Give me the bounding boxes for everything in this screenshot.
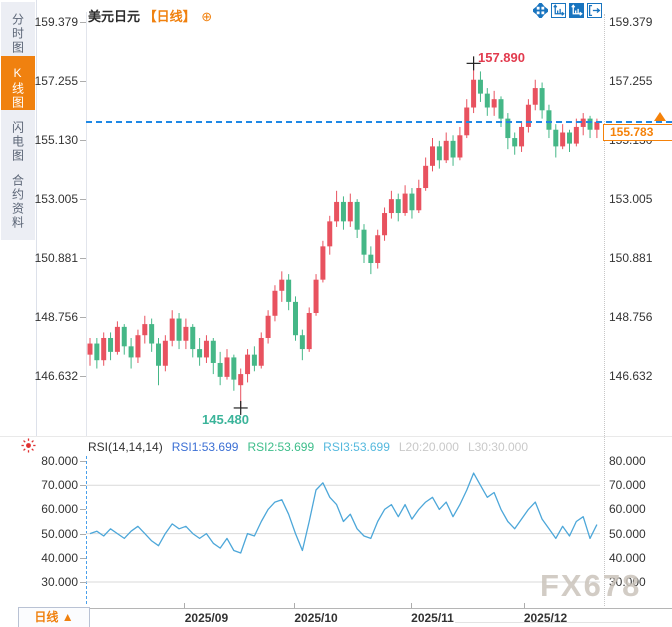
rsi-axis-label-left: 60.000: [41, 502, 78, 517]
rsi-axis-tick: [80, 485, 86, 487]
rsi-axis-tick: [80, 509, 86, 511]
rsi-axis-label-right: 40.000: [609, 550, 646, 565]
price-axis-tick: [80, 375, 86, 377]
rsi-axis-label-left: 50.000: [41, 526, 78, 541]
x-axis-tick: [410, 603, 412, 608]
rsi-plot-left-border: [86, 456, 87, 604]
price-axis-tick: [80, 257, 86, 259]
candlestick-chart: [87, 56, 600, 415]
rsi-axis-label-right: 60.000: [609, 502, 646, 517]
price-axis-tick: [80, 316, 86, 318]
x-axis-tick: [294, 603, 296, 608]
x-axis-label: 2025/10: [294, 611, 338, 625]
price-axis-label-left: 148.756: [34, 309, 78, 324]
sidebar-item-label: 闪电图: [10, 121, 25, 163]
x-axis-label: 2025/09: [184, 611, 229, 625]
axis-scale-active-icon[interactable]: [569, 3, 584, 18]
price-axis-tick: [80, 22, 86, 23]
rsi-header-segment: RSI(14,14,14): [88, 440, 163, 454]
last-price-dashed-line: [86, 121, 672, 123]
exit-fullscreen-icon[interactable]: [587, 3, 602, 18]
rsi-axis-tick: [80, 557, 86, 559]
x-axis-line: [72, 608, 672, 609]
right-axis-dotted-line: [604, 14, 605, 606]
sidebar-item-label: 合约资料: [10, 174, 25, 230]
x-axis-label: 2025/11: [411, 611, 454, 625]
pan-crosshair-icon[interactable]: [533, 3, 548, 18]
period-tag: 【日线】: [143, 9, 196, 24]
price-axis-label-left: 157.255: [34, 73, 78, 88]
watermark-logo: FX678: [540, 568, 642, 603]
price-axis-label-right: 146.632: [609, 368, 653, 383]
rsi-header-segment: RSI2:53.699: [247, 440, 315, 454]
main-plot-left-border: [86, 12, 87, 436]
symbol-name: 美元日元: [88, 9, 141, 24]
rsi-axis-label-right: 80.000: [609, 454, 646, 468]
low-annotation: 145.480: [202, 412, 249, 427]
chart-title: 美元日元 【日线】 ⊕: [88, 6, 212, 25]
add-indicator-icon[interactable]: ⊕: [201, 9, 213, 24]
last-price-box: 155.783: [603, 124, 672, 141]
sidebar-item-contract-info[interactable]: 合约资料: [1, 164, 35, 240]
bottom-scroll-line: [455, 622, 640, 623]
price-axis-label-left: 159.379: [34, 15, 78, 29]
rsi-axis-label-left: 30.000: [41, 575, 78, 589]
rsi-header-segment: L30:30.000: [467, 440, 528, 454]
rsi-axis-tick: [80, 582, 86, 583]
sidebar-item-label: K线图: [10, 66, 25, 110]
price-axis-label-right: 148.756: [609, 309, 653, 324]
high-annotation: 157.890: [478, 50, 525, 65]
rsi-settings-icon[interactable]: [21, 438, 36, 453]
x-axis-tick: [184, 603, 186, 608]
price-axis-label-left: 155.130: [34, 133, 78, 147]
rsi-axis-label-right: 70.000: [609, 478, 646, 493]
price-axis-label-left: 146.632: [34, 368, 78, 383]
price-axis-label-left: 150.881: [34, 250, 78, 265]
rsi-axis-label-right: 50.000: [609, 526, 646, 541]
sidebar-item-lightning-chart[interactable]: 闪电图: [1, 110, 35, 174]
price-axis-tick: [80, 80, 86, 82]
sidebar-item-candle-chart[interactable]: K线图: [1, 56, 35, 120]
sidebar-divider: [36, 0, 37, 437]
price-axis-label-right: 157.255: [609, 73, 653, 88]
price-axis-label-right: 150.881: [609, 250, 653, 265]
rsi-axis-tick: [80, 533, 86, 535]
price-axis-tick: [80, 199, 86, 200]
sidebar-item-time-chart[interactable]: 分时图: [1, 2, 35, 66]
rsi-axis-label-left: 40.000: [41, 550, 78, 565]
rsi-header-segment: L20:20.000: [398, 440, 459, 454]
price-axis-label-right: 159.379: [609, 15, 653, 29]
x-axis-tick: [523, 603, 525, 608]
price-axis-label-left: 153.005: [34, 192, 78, 206]
rsi-header-segment: RSI3:53.699: [323, 440, 390, 454]
rsi-axis-label-left: 80.000: [41, 454, 78, 468]
rsi-indicator-header: RSI(14,14,14) RSI1:53.699 RSI2:53.699 RSI3:…: [88, 440, 537, 454]
panel-separator: [0, 436, 672, 437]
axis-scale-icon[interactable]: [551, 3, 566, 18]
rsi-axis-tick: [80, 461, 86, 462]
rsi-axis-label-right: 30.000: [609, 575, 646, 589]
rsi-axis-label-left: 70.000: [41, 478, 78, 493]
rsi-header-segment: RSI1:53.699: [171, 440, 239, 454]
price-up-arrow-icon: [654, 112, 666, 121]
price-axis-tick: [80, 140, 86, 141]
price-axis-label-right: 153.005: [609, 192, 653, 206]
period-tab-daily[interactable]: 日线 ▲: [18, 607, 90, 627]
x-axis-label: 2025/12: [523, 611, 568, 625]
chart-toolbar: [533, 3, 602, 18]
sidebar-item-label: 分时图: [10, 13, 25, 55]
